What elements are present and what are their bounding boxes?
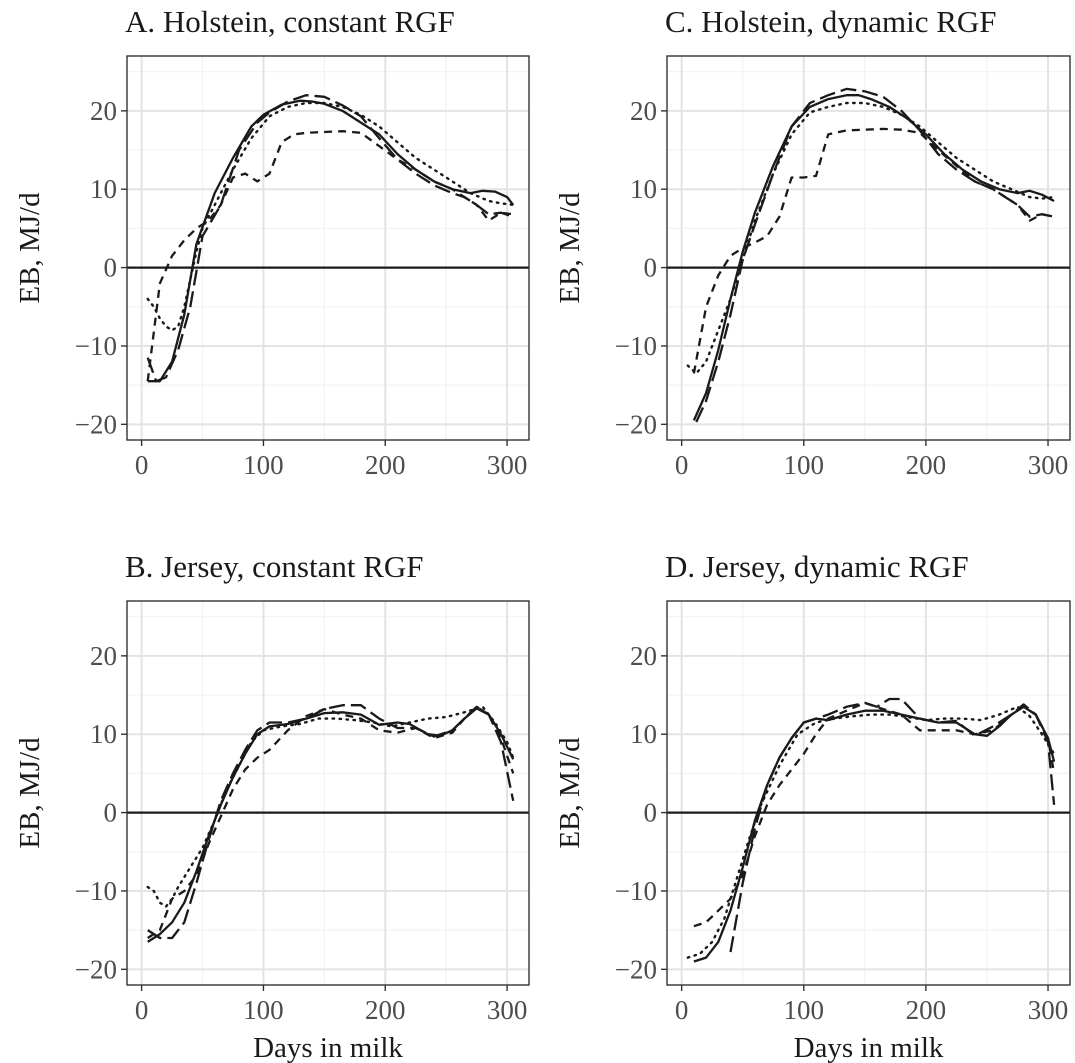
x-tick-label: 100: [243, 450, 284, 480]
series-line-short-dash: [693, 701, 1056, 928]
panel-b: 0 100 200 300 −20 −10 0 10 20 B. Jersey, constant…: [14, 549, 530, 1063]
y-tick-label: 0: [104, 253, 118, 283]
x-tick-label: 300: [487, 995, 528, 1025]
y-tick-label: 10: [90, 174, 117, 204]
x-tick-label: 0: [135, 450, 149, 480]
x-tick-label: 200: [365, 995, 406, 1025]
panel-title: D. Jersey, dynamic RGF: [665, 549, 969, 584]
x-tick-label: 200: [906, 995, 947, 1025]
y-tick-label: −20: [75, 409, 117, 439]
panel-d: 0 100 200 300 −20 −10 0 10 20 D. Jersey, dynamic …: [554, 549, 1071, 1063]
x-axis-label: Days in milk: [253, 1032, 403, 1063]
y-tick-label: −20: [75, 954, 117, 984]
y-tick-label: −10: [75, 876, 117, 906]
y-tick-label: 10: [90, 719, 117, 749]
y-tick-label: 20: [90, 641, 117, 671]
x-tick-label: 100: [784, 995, 825, 1025]
x-tick-label: 100: [784, 450, 825, 480]
panel-border: [126, 55, 530, 441]
series-line-dotted: [686, 705, 1056, 959]
panel-border: [666, 600, 1071, 986]
series-line-dotted: [686, 101, 1056, 375]
series-line-long-dash: [729, 697, 1056, 953]
y-tick-label: 10: [630, 174, 657, 204]
y-tick-label: −20: [615, 954, 657, 984]
panel-border: [126, 600, 530, 986]
x-tick-label: 300: [487, 450, 528, 480]
panel-a: 0 100 200 300 −20 −10 0 10 20 A. Holstein, consta…: [14, 4, 530, 480]
y-tick-label: 20: [90, 96, 117, 126]
x-tick-label: 100: [243, 995, 284, 1025]
series-line-dotted: [146, 101, 515, 332]
x-tick-label: 300: [1028, 450, 1069, 480]
series-line-short-dash: [146, 130, 514, 382]
y-tick-label: −10: [615, 331, 657, 361]
x-tick-label: 200: [906, 450, 947, 480]
y-axis-label: EB, MJ/d: [554, 737, 586, 849]
y-tick-label: −20: [615, 409, 657, 439]
y-tick-label: 20: [630, 641, 657, 671]
panel-title: B. Jersey, constant RGF: [125, 549, 424, 584]
series-line-short-dash: [147, 705, 515, 939]
y-tick-label: 20: [630, 96, 657, 126]
panel-title: C. Holstein, dynamic RGF: [665, 4, 997, 39]
y-tick-label: −10: [75, 331, 117, 361]
panel-border: [666, 55, 1071, 441]
y-axis-label: EB, MJ/d: [554, 192, 586, 304]
x-axis-label: Days in milk: [794, 1032, 944, 1063]
y-tick-label: 0: [104, 798, 118, 828]
series-line-solid: [693, 705, 1056, 963]
x-tick-label: 300: [1028, 995, 1069, 1025]
x-tick-label: 0: [675, 995, 689, 1025]
x-tick-label: 0: [675, 450, 689, 480]
series-line-solid: [692, 94, 1055, 421]
y-tick-label: 0: [644, 798, 658, 828]
y-tick-label: −10: [615, 876, 657, 906]
series-line-short-dash: [692, 127, 1055, 374]
panel-c: 0 100 200 300 −20 −10 0 10 20 C. Holstein, dynami…: [554, 4, 1071, 480]
x-tick-label: 0: [135, 995, 149, 1025]
x-tick-label: 200: [365, 450, 406, 480]
series-line-long-dash: [695, 87, 1055, 423]
y-axis-label: EB, MJ/d: [14, 737, 46, 849]
y-tick-label: 10: [630, 719, 657, 749]
y-tick-label: 0: [644, 253, 658, 283]
panel-title: A. Holstein, constant RGF: [125, 4, 455, 39]
series-line-dotted: [146, 705, 515, 908]
y-axis-label: EB, MJ/d: [14, 192, 46, 304]
